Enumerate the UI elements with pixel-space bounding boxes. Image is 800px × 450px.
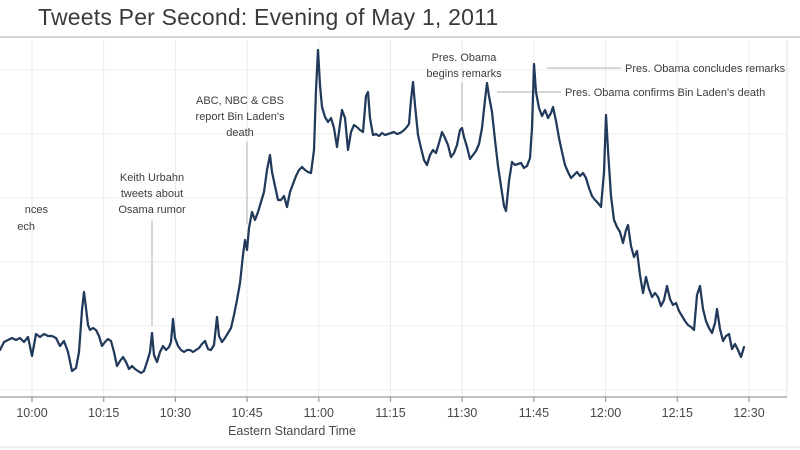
x-axis-tick-label: 11:15 bbox=[375, 406, 405, 420]
x-axis-tick-label: 10:15 bbox=[88, 406, 119, 420]
x-axis-tick-label: 11:30 bbox=[447, 406, 477, 420]
tps-line-series bbox=[0, 48, 746, 375]
x-axis-tick-label: 10:45 bbox=[231, 406, 262, 420]
page-title: Tweets Per Second: Evening of May 1, 201… bbox=[38, 4, 499, 30]
x-axis-tick-label: 12:00 bbox=[590, 406, 621, 420]
annotation-obama-begins: begins remarks bbox=[426, 68, 502, 80]
annotation-cropped-left-note: ech bbox=[17, 221, 35, 233]
annotation-keith-urbahn: Keith Urbahn bbox=[120, 172, 184, 184]
x-axis-tick-label: 11:45 bbox=[519, 406, 549, 420]
x-axis-tick-label: 11:00 bbox=[304, 406, 334, 420]
x-axis-tick-label: 10:00 bbox=[16, 406, 47, 420]
x-axis-tick-label: 12:30 bbox=[733, 406, 764, 420]
title-bar bbox=[0, 0, 800, 38]
x-axis-tick-label: 12:15 bbox=[662, 406, 693, 420]
annotation-networks-report: ABC, NBC & CBS bbox=[196, 95, 284, 107]
annotation-obama-confirms: Pres. Obama confirms Bin Laden's death bbox=[565, 87, 765, 99]
x-axis-title: Eastern Standard Time bbox=[228, 424, 356, 438]
annotation-obama-concludes: Pres. Obama concludes remarks bbox=[625, 63, 786, 75]
annotation-networks-report: death bbox=[226, 127, 254, 139]
x-axis-tick-label: 10:30 bbox=[160, 406, 191, 420]
annotation-keith-urbahn: Osama rumor bbox=[118, 204, 186, 216]
annotation-networks-report: report Bin Laden's bbox=[196, 111, 285, 123]
annotation-obama-begins: Pres. Obama bbox=[432, 52, 498, 64]
annotation-keith-urbahn: tweets about bbox=[121, 188, 183, 200]
annotation-cropped-left-note: nces bbox=[25, 204, 49, 216]
